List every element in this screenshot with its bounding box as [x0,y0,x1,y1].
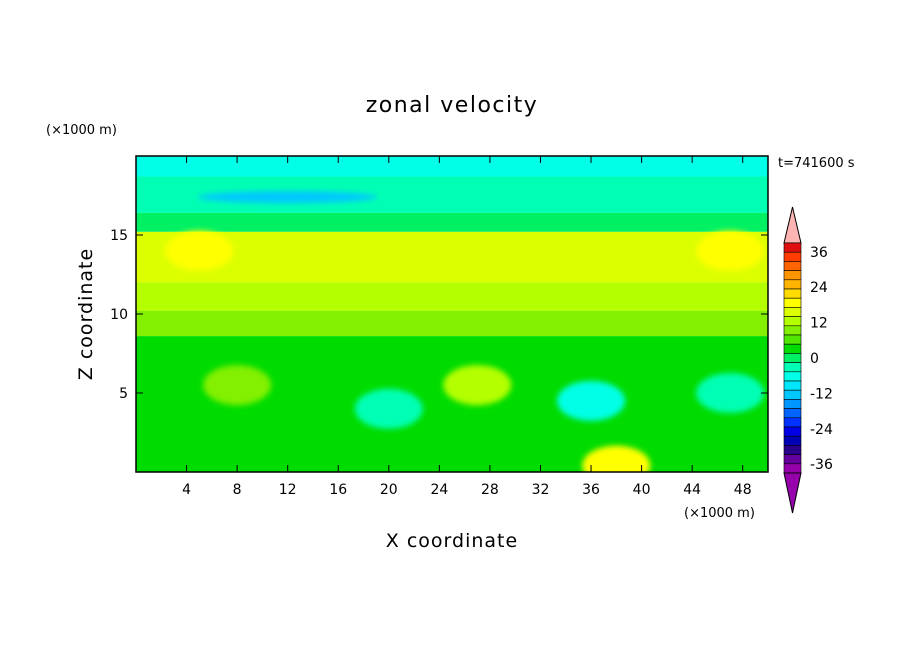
y-tick-label: 15 [110,228,128,244]
velocity-band-2 [136,212,768,232]
y-tick-label: 10 [110,307,128,323]
velocity-field [136,156,768,472]
x-tick-label: 28 [481,482,499,498]
x-tick-label: 24 [430,482,448,498]
x-tick-label: 44 [683,482,701,498]
velocity-band-3 [136,231,768,283]
colorbar-swatch [783,408,802,419]
colorbar-swatch [783,389,802,400]
colorbar-swatch [783,343,802,354]
velocity-feature-4 [696,230,765,271]
colorbar-swatch [783,380,802,391]
colorbar-swatch [783,399,802,409]
colorbar-swatch [783,325,802,336]
colorbar-swatch [783,316,802,327]
velocity-feature-2 [354,388,423,429]
x-tick-label: 48 [734,482,752,498]
colorbar-swatch [783,242,802,253]
colorbar-swatch [783,454,802,465]
x-tick-label: 20 [380,482,398,498]
y-axis: 5 10 15 [110,228,768,402]
x-tick-label: 8 [233,482,242,498]
colorbar-under-arrow [783,472,802,514]
colorbar-tick-label: 12 [810,316,828,332]
colorbar-swatch [783,371,802,382]
colorbar-swatch [783,288,802,299]
colorbar-tick-label: -36 [810,457,833,473]
velocity-feature-1 [443,365,512,406]
colorbar-swatch [783,426,802,437]
velocity-feature-5 [197,191,378,204]
x-unit-label: (×1000 m) [684,506,755,521]
colorbar: 36 24 12 0 -12 -24 -36 [783,206,833,514]
velocity-band-0 [136,156,768,177]
colorbar-tick-label: 24 [810,280,828,296]
colorbar-tick-label: 36 [810,245,828,261]
x-axis-label: X coordinate [386,530,518,552]
velocity-feature-7 [696,373,765,413]
velocity-feature-3 [165,230,234,271]
velocity-features [165,191,765,472]
velocity-feature-8 [203,365,272,406]
colorbar-swatch [783,297,802,308]
y-unit-label: (×1000 m) [46,123,117,138]
colorbar-over-arrow [783,206,802,244]
x-tick-label: 36 [582,482,600,498]
x-tick-label: 16 [329,482,347,498]
y-tick-label: 5 [119,386,128,402]
colorbar-swatch [783,417,802,428]
colorbar-swatch [783,435,802,446]
colorbar-swatch [783,270,802,281]
colorbar-swatch [783,362,802,373]
colorbar-swatch [783,334,802,345]
chart-title: zonal velocity [366,93,539,118]
velocity-band-4 [136,282,768,311]
x-tick-label: 12 [279,482,297,498]
x-tick-label: 40 [633,482,651,498]
colorbar-swatch [783,353,802,363]
colorbar-swatch [783,307,802,317]
x-tick-label: 32 [532,482,550,498]
velocity-feature-6 [582,445,651,472]
colorbar-swatch [783,279,802,290]
colorbar-tick-label: -24 [810,422,833,438]
x-axis: 4 8 12 16 20 24 28 32 36 40 44 48 [182,156,752,498]
colorbar-swatch [783,261,802,271]
colorbar-swatch [783,463,802,474]
time-label: t=741600 s [778,156,855,171]
x-tick-label: 4 [182,482,191,498]
colorbar-swatch [783,251,802,262]
velocity-feature-0 [557,380,626,421]
colorbar-swatch [783,445,802,455]
velocity-band-5 [136,310,768,337]
y-axis-label: Z coordinate [75,248,97,380]
colorbar-tick-label: 0 [810,351,819,367]
colorbar-tick-label: -12 [810,386,833,402]
